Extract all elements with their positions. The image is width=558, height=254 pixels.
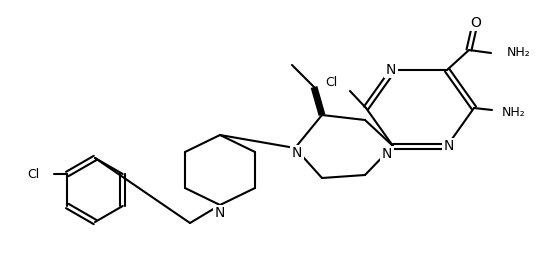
Text: O: O bbox=[470, 16, 482, 30]
Text: NH₂: NH₂ bbox=[507, 46, 531, 59]
Text: Cl: Cl bbox=[27, 167, 39, 181]
Text: NH₂: NH₂ bbox=[502, 106, 526, 119]
Text: N: N bbox=[292, 146, 302, 160]
Text: Cl: Cl bbox=[326, 76, 338, 89]
Text: N: N bbox=[386, 63, 396, 77]
Text: N: N bbox=[382, 147, 392, 161]
Text: N: N bbox=[215, 206, 225, 220]
Text: N: N bbox=[444, 139, 454, 153]
